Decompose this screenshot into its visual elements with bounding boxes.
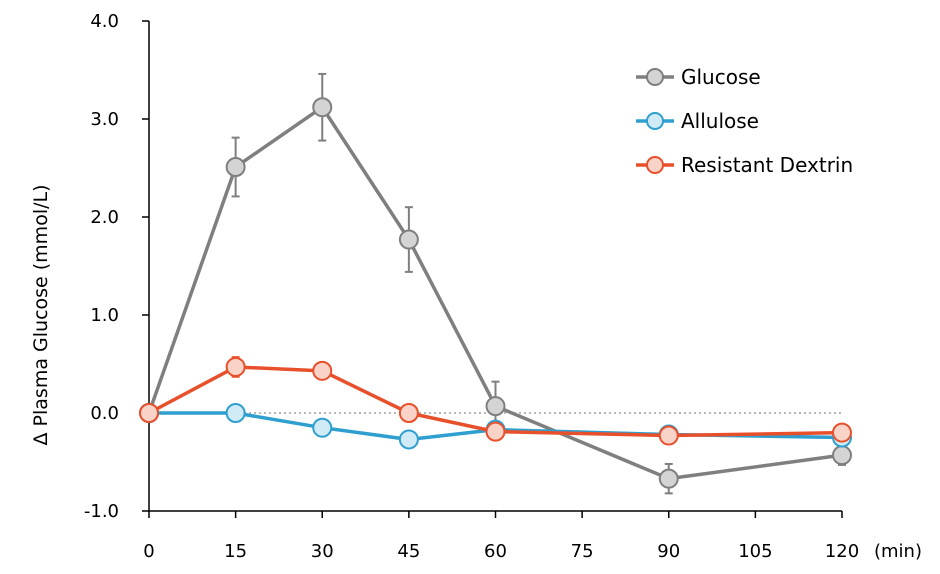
data-point	[398, 229, 419, 250]
data-point	[658, 425, 679, 446]
data-point	[225, 403, 246, 423]
data-point	[658, 468, 679, 489]
x-tick-label: 60	[484, 541, 507, 562]
legend-swatch-marker	[646, 156, 664, 174]
x-tick-label: 30	[311, 541, 334, 562]
legend-swatch-marker	[646, 112, 664, 130]
legend-item: Resistant Dextrin	[636, 153, 853, 177]
legend-label: Resistant Dextrin	[681, 153, 853, 177]
legend-swatch-marker	[646, 68, 664, 86]
data-point	[225, 356, 246, 377]
data-point	[485, 396, 506, 417]
legend-item: Glucose	[636, 65, 761, 89]
data-point	[312, 417, 333, 438]
legend-label: Glucose	[681, 65, 761, 89]
legend: Glucose Allulose Resistant Dextrin	[636, 65, 853, 177]
data-point	[485, 421, 506, 442]
y-tick-label: 4.0	[90, 11, 119, 32]
data-point	[139, 403, 159, 423]
series-resistant-dextrin	[139, 356, 852, 446]
x-axis-unit-label: (min)	[874, 541, 922, 562]
y-axis-title: Δ Plasma Glucose (mmol/L)	[30, 185, 52, 446]
x-tick-label: 75	[571, 541, 594, 562]
y-tick-label: 1.0	[90, 305, 119, 326]
x-tick-label: 90	[657, 541, 680, 562]
y-tick-label: 3.0	[90, 109, 119, 130]
x-tick-label: 120	[825, 541, 859, 562]
x-tick-label: 105	[738, 541, 772, 562]
data-point	[832, 422, 852, 443]
x-tick-label: 45	[397, 541, 420, 562]
legend-label: Allulose	[681, 109, 759, 133]
y-tick-label: -1.0	[84, 501, 119, 522]
legend-item: Allulose	[636, 109, 759, 133]
data-point	[398, 429, 419, 450]
data-point	[225, 157, 246, 178]
x-tick-label: 0	[143, 541, 154, 562]
axes: -1.0 0.0 1.0 2.0 3.0 4.0 0 15 30 45 60 75 90 105 120	[84, 11, 859, 562]
data-point	[398, 403, 419, 423]
x-tick-label: 15	[224, 541, 247, 562]
data-point	[312, 360, 333, 381]
data-point	[832, 445, 852, 466]
data-point	[312, 97, 333, 118]
y-tick-label: 2.0	[90, 207, 119, 228]
y-tick-label: 0.0	[90, 403, 119, 424]
series-layer	[139, 72, 852, 495]
